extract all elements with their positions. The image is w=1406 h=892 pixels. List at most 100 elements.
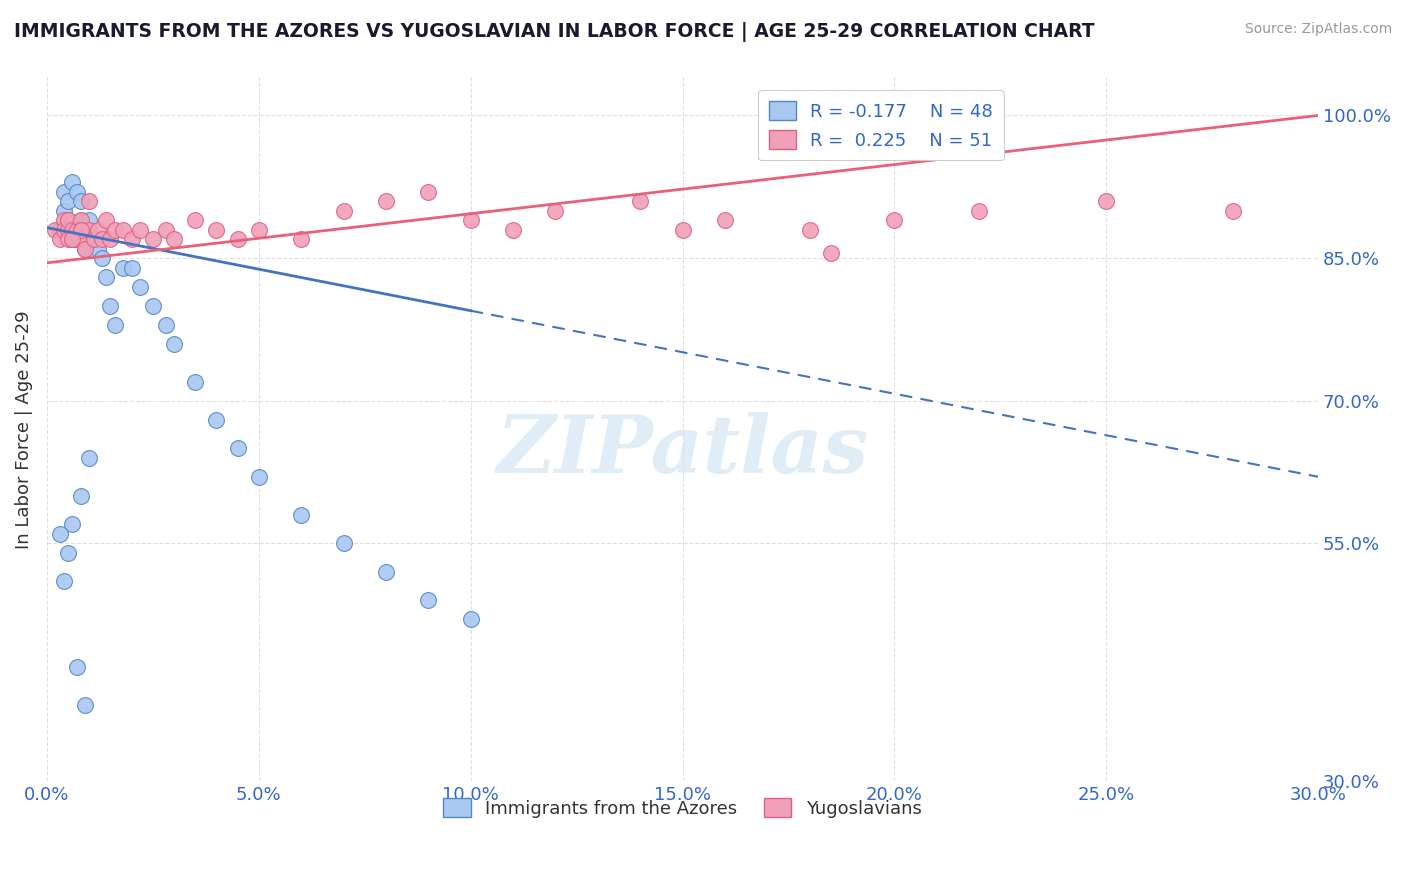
Text: Source: ZipAtlas.com: Source: ZipAtlas.com — [1244, 22, 1392, 37]
Point — [163, 336, 186, 351]
Point — [65, 222, 87, 236]
Point — [65, 222, 87, 236]
Point — [155, 318, 177, 332]
Point — [247, 222, 270, 236]
Point — [52, 213, 75, 227]
Point — [544, 203, 567, 218]
Point — [91, 251, 114, 265]
Point — [1222, 203, 1244, 218]
Point — [104, 222, 127, 236]
Point — [83, 232, 105, 246]
Point — [60, 232, 83, 246]
Point — [56, 213, 79, 227]
Point — [77, 450, 100, 465]
Point — [226, 232, 249, 246]
Point — [460, 213, 482, 227]
Point — [83, 232, 105, 246]
Point — [69, 213, 91, 227]
Point — [883, 213, 905, 227]
Point — [374, 194, 396, 208]
Point — [671, 222, 693, 236]
Point — [96, 213, 118, 227]
Point — [56, 546, 79, 560]
Point — [69, 194, 91, 208]
Point — [129, 279, 152, 293]
Point — [77, 222, 100, 236]
Point — [184, 375, 207, 389]
Point — [77, 194, 100, 208]
Point — [418, 593, 440, 607]
Point — [332, 203, 354, 218]
Point — [87, 222, 110, 236]
Point — [121, 232, 143, 246]
Point — [205, 413, 228, 427]
Point — [332, 536, 354, 550]
Point — [73, 242, 96, 256]
Point — [418, 185, 440, 199]
Point — [714, 213, 737, 227]
Point — [100, 232, 122, 246]
Point — [112, 222, 135, 236]
Point — [65, 660, 87, 674]
Y-axis label: In Labor Force | Age 25-29: In Labor Force | Age 25-29 — [15, 310, 32, 549]
Point — [142, 232, 165, 246]
Point — [100, 299, 122, 313]
Point — [69, 222, 91, 236]
Point — [374, 565, 396, 579]
Point — [48, 526, 70, 541]
Point — [48, 222, 70, 236]
Point — [73, 232, 96, 246]
Point — [60, 222, 83, 236]
Point — [799, 222, 821, 236]
Point — [77, 213, 100, 227]
Point — [56, 213, 79, 227]
Text: IMMIGRANTS FROM THE AZORES VS YUGOSLAVIAN IN LABOR FORCE | AGE 25-29 CORRELATION: IMMIGRANTS FROM THE AZORES VS YUGOSLAVIA… — [14, 22, 1095, 42]
Point — [69, 213, 91, 227]
Point — [69, 232, 91, 246]
Point — [77, 222, 100, 236]
Point — [104, 318, 127, 332]
Point — [967, 203, 990, 218]
Point — [60, 232, 83, 246]
Point — [460, 612, 482, 626]
Point — [184, 213, 207, 227]
Point — [56, 222, 79, 236]
Point — [121, 260, 143, 275]
Point — [52, 222, 75, 236]
Point — [73, 698, 96, 712]
Legend: Immigrants from the Azores, Yugoslavians: Immigrants from the Azores, Yugoslavians — [436, 791, 929, 825]
Point — [628, 194, 651, 208]
Point — [1095, 194, 1118, 208]
Point — [91, 232, 114, 246]
Point — [73, 242, 96, 256]
Point — [247, 469, 270, 483]
Point — [112, 260, 135, 275]
Point — [69, 222, 91, 236]
Point — [69, 489, 91, 503]
Point — [290, 232, 312, 246]
Point — [205, 222, 228, 236]
Point — [60, 517, 83, 532]
Text: ZIPatlas: ZIPatlas — [496, 411, 869, 489]
Point — [65, 185, 87, 199]
Point — [56, 232, 79, 246]
Point — [65, 232, 87, 246]
Point — [60, 175, 83, 189]
Point — [73, 222, 96, 236]
Point — [502, 222, 524, 236]
Point — [48, 232, 70, 246]
Point — [52, 574, 75, 589]
Point — [56, 194, 79, 208]
Point — [73, 232, 96, 246]
Point — [820, 246, 842, 260]
Point — [65, 232, 87, 246]
Point — [163, 232, 186, 246]
Point — [142, 299, 165, 313]
Point — [44, 222, 66, 236]
Point — [52, 203, 75, 218]
Point — [155, 222, 177, 236]
Point — [60, 222, 83, 236]
Point — [129, 222, 152, 236]
Point — [226, 442, 249, 456]
Point — [60, 232, 83, 246]
